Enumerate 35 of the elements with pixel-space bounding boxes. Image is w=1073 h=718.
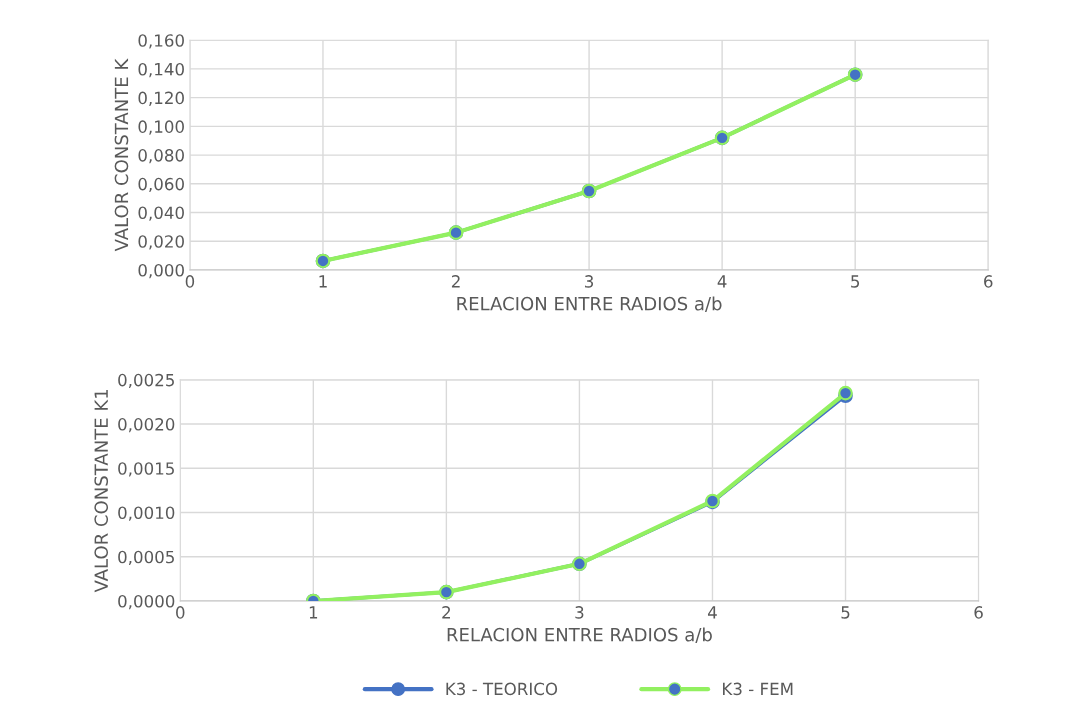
x-tick-label: 3 — [575, 606, 584, 619]
y-tick-label: 0,000 — [138, 263, 184, 279]
x-axis-title: RELACION ENTRE RADIOS a/b — [447, 627, 712, 643]
x-tick-label: 5 — [841, 606, 850, 619]
x-tick-label: 4 — [707, 606, 717, 619]
y-tick-label: 0,0025 — [118, 373, 174, 389]
y-tick-label: 0,0000 — [118, 594, 175, 610]
x-tick-label: 0 — [185, 275, 195, 288]
x-tick-label: 3 — [585, 275, 594, 288]
y-axis-title: VALOR CONSTANTE K1 — [94, 389, 109, 593]
x-tick-label: 5 — [851, 275, 860, 288]
x-tick-label: 6 — [984, 275, 993, 288]
y-tick-label: 0,0020 — [118, 418, 175, 433]
y-tick-label: 0,060 — [138, 177, 184, 193]
x-tick-label: 2 — [451, 275, 460, 288]
x-tick-label: 1 — [319, 275, 327, 288]
x-tick-label: 4 — [717, 275, 727, 288]
y-tick-label: 0,160 — [138, 34, 184, 49]
y-tick-label: 0,080 — [138, 149, 184, 164]
x-tick-label: 0 — [176, 606, 185, 619]
y-tick-label: 0,100 — [138, 120, 184, 135]
x-tick-label: 6 — [974, 606, 983, 619]
x-tick-label: 1 — [309, 606, 318, 619]
x-axis-title: RELACION ENTRE RADIOS a/b — [457, 296, 722, 312]
y-tick-label: 0,140 — [138, 62, 184, 78]
y-tick-label: 0,0010 — [118, 506, 175, 521]
y-tick-label: 0,120 — [138, 91, 184, 106]
y-tick-label: 0,020 — [138, 235, 184, 250]
y-axis-title: VALOR CONSTANTE K — [114, 58, 129, 252]
legend-label: K3 - TEORICO — [446, 682, 558, 696]
y-tick-label: 0,0005 — [118, 550, 174, 566]
y-tick-label: 0,0015 — [118, 462, 174, 477]
legend-label: K3 - FEM — [723, 682, 793, 696]
x-tick-label: 2 — [442, 606, 450, 619]
y-tick-label: 0,040 — [138, 206, 184, 221]
